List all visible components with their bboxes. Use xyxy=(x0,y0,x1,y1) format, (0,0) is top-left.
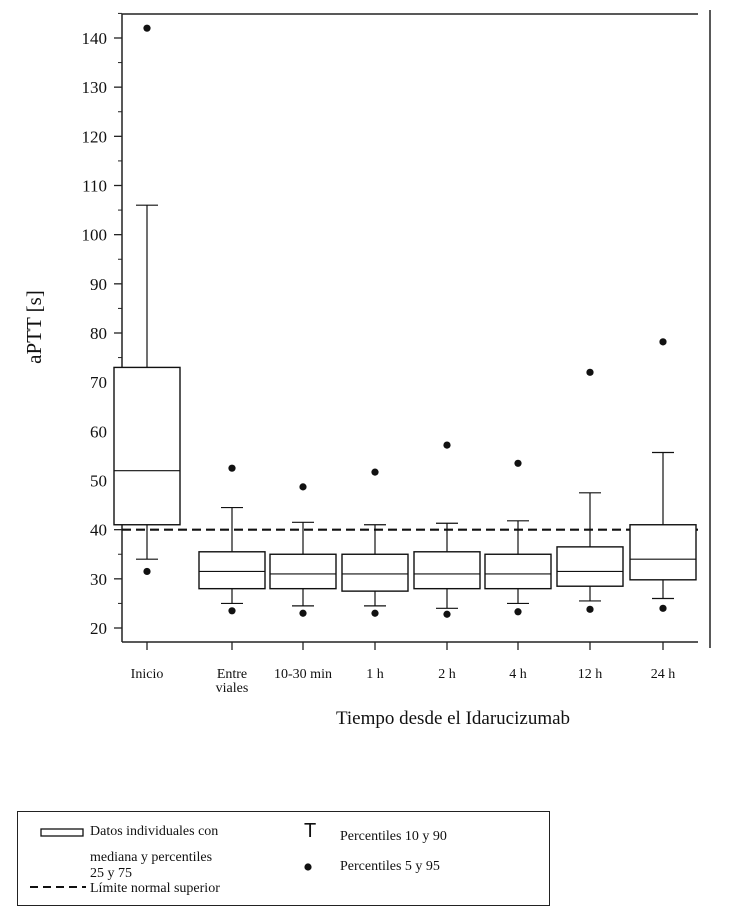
x-tick-label: viales xyxy=(216,681,249,696)
p5-dot xyxy=(371,609,379,617)
iqr-box xyxy=(413,551,481,590)
p95-dot xyxy=(371,468,379,476)
y-tick-label: 110 xyxy=(82,176,107,195)
p5-dot xyxy=(514,608,522,616)
plot-frame xyxy=(121,10,711,648)
legend-box-label-1: Datos individuales con xyxy=(90,824,219,839)
p95-dot xyxy=(586,368,594,376)
iqr-box xyxy=(629,524,697,581)
iqr-box xyxy=(269,553,337,590)
box-group xyxy=(113,24,181,576)
p95-dot xyxy=(228,464,236,472)
p5-dot xyxy=(443,610,451,618)
box-group xyxy=(341,468,409,617)
box-series xyxy=(113,24,697,618)
box-group xyxy=(413,441,481,618)
p5-dot xyxy=(299,609,307,617)
y-tick-label: 40 xyxy=(90,521,107,540)
box-group xyxy=(269,483,337,617)
iqr-box xyxy=(198,551,266,590)
y-tick-label: 30 xyxy=(90,570,107,589)
y-tick-label: 130 xyxy=(82,78,108,97)
p5-dot xyxy=(586,605,594,613)
legend-dash-label: Límite normal superior xyxy=(90,881,220,896)
y-tick-label: 100 xyxy=(82,226,108,245)
legend-box-label-2: mediana y percentiles xyxy=(90,850,213,865)
iqr-box xyxy=(556,546,624,587)
iqr-box xyxy=(341,553,409,592)
p95-dot xyxy=(443,441,451,449)
legend-t-label: Percentiles 10 y 90 xyxy=(340,829,447,844)
p95-dot xyxy=(299,483,307,491)
legend-box-label-3: 25 y 75 xyxy=(90,866,132,881)
box-group xyxy=(556,368,624,613)
p95-dot xyxy=(143,24,151,32)
y-tick-label: 50 xyxy=(90,471,107,490)
legend-dash-icon xyxy=(30,886,86,888)
legend-dot-icon xyxy=(304,863,312,871)
legend-box-icon xyxy=(40,828,84,837)
y-axis-title: aPTT [s] xyxy=(22,290,46,364)
p5-dot xyxy=(659,604,667,612)
legend: Datos individuales con mediana y percent… xyxy=(17,811,550,906)
p95-dot xyxy=(659,338,667,346)
y-tick-label: 20 xyxy=(90,619,107,638)
x-tick-label: Entre xyxy=(217,667,247,682)
x-tick-label: 12 h xyxy=(578,667,603,682)
y-tick-label: 70 xyxy=(90,373,107,392)
x-axis-title: Tiempo desde el Idarucizumab xyxy=(336,708,570,729)
x-tick-label: 24 h xyxy=(651,667,676,682)
iqr-box xyxy=(484,553,552,590)
y-tick-label: 120 xyxy=(82,127,108,146)
y-ticks: 20 30 40 50 60 70 80 90 100 110 120 130 140 xyxy=(82,12,122,638)
p5-dot xyxy=(143,567,151,576)
y-tick-label: 140 xyxy=(82,29,108,48)
x-tick-label: 10-30 min xyxy=(274,667,332,682)
legend-dot-label: Percentiles 5 y 95 xyxy=(340,859,440,874)
p95-dot xyxy=(514,459,522,467)
p5-dot xyxy=(228,607,236,615)
iqr-box xyxy=(113,366,181,526)
box-group xyxy=(629,338,697,612)
x-tick-label: Inicio xyxy=(131,667,164,682)
y-tick-label: 80 xyxy=(90,324,107,343)
x-tick-label: 2 h xyxy=(438,667,456,682)
x-tick-label: 4 h xyxy=(509,667,527,682)
y-tick-label: 90 xyxy=(90,275,107,294)
legend-t-symbol: T xyxy=(304,820,317,842)
box-group xyxy=(198,464,266,615)
x-tick-label: 1 h xyxy=(366,667,384,682)
box-group xyxy=(484,459,552,616)
y-tick-label: 60 xyxy=(90,422,107,441)
